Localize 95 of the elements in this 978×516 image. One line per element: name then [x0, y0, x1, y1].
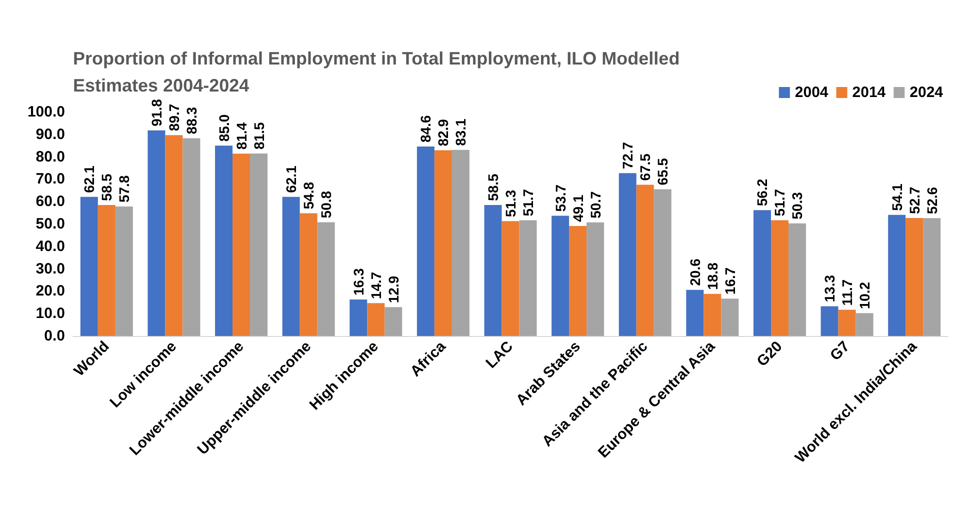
- legend-label: 2004: [794, 84, 829, 101]
- bar: [519, 220, 537, 336]
- data-label: 58.5: [98, 174, 115, 201]
- bar: [434, 150, 452, 336]
- bar: [165, 135, 183, 336]
- data-label: 57.8: [116, 175, 132, 203]
- data-label: 54.1: [888, 183, 905, 211]
- data-label: 14.7: [368, 272, 384, 300]
- y-tick-label: 80.0: [36, 148, 65, 166]
- y-tick-label: 20.0: [36, 282, 65, 300]
- bar: [770, 220, 788, 336]
- data-label: 50.3: [789, 192, 806, 220]
- data-label: 91.8: [148, 98, 164, 126]
- x-tick-label: G7: [826, 338, 854, 364]
- y-tick-label: 10.0: [36, 305, 65, 322]
- data-label: 50.7: [587, 190, 604, 218]
- data-label: 52.6: [924, 186, 940, 214]
- data-label: 54.8: [300, 182, 317, 210]
- data-label: 11.7: [839, 279, 856, 306]
- bar: [115, 206, 133, 336]
- data-label: 51.7: [772, 188, 788, 216]
- y-tick-label: 0.0: [44, 328, 65, 344]
- data-label: 81.4: [233, 122, 250, 150]
- data-label: 58.5: [485, 174, 501, 201]
- legend-label: 2014: [852, 84, 886, 101]
- bar: [820, 306, 838, 336]
- data-label: 12.9: [385, 276, 402, 304]
- bar: [282, 196, 300, 336]
- data-label: 81.5: [250, 122, 267, 150]
- bar: [838, 310, 856, 336]
- data-label: 89.7: [166, 104, 182, 132]
- bar: [654, 189, 672, 336]
- data-label: 16.3: [350, 268, 366, 296]
- bar: [384, 307, 402, 336]
- bar: [250, 153, 268, 336]
- data-label: 82.9: [435, 118, 452, 146]
- bar: [569, 226, 587, 336]
- bar: [856, 313, 874, 336]
- chart-title: Proportion of Informal Employment in Total Employment, ILO Modelled Estimates 2004-2024: [73, 48, 680, 96]
- legend-label: 2024: [910, 84, 944, 101]
- data-label: 50.8: [318, 190, 334, 218]
- bar: [148, 130, 166, 336]
- bar: [300, 213, 318, 336]
- bar: [484, 204, 502, 336]
- y-tick-label: 30.0: [36, 260, 65, 278]
- data-label: 85.0: [216, 114, 232, 142]
- y-tick-label: 70.0: [36, 170, 65, 188]
- y-tick-label: 50.0: [36, 216, 65, 232]
- bar: [923, 218, 941, 336]
- y-tick-label: 40.0: [36, 238, 65, 255]
- y-tick-label: 60.0: [36, 193, 65, 210]
- data-label: 53.7: [552, 184, 568, 212]
- data-label: 18.8: [704, 262, 720, 290]
- bar: [636, 184, 654, 336]
- data-label: 84.6: [418, 115, 434, 142]
- bar: [416, 146, 434, 336]
- data-label: 67.5: [637, 153, 654, 181]
- bar: [232, 154, 250, 336]
- y-tick-label: 100.0: [27, 104, 65, 120]
- bar: [98, 204, 116, 336]
- data-label: 56.2: [754, 178, 770, 206]
- bar: [80, 196, 98, 336]
- data-label: 49.1: [570, 194, 586, 222]
- data-label: 20.6: [686, 258, 703, 286]
- bar: [452, 150, 470, 336]
- x-tick-label: G20: [754, 338, 786, 370]
- y-tick-label: 90.0: [36, 126, 65, 143]
- data-label: 10.2: [856, 282, 873, 310]
- bar: [788, 223, 806, 336]
- bar: [215, 146, 233, 336]
- data-label: 51.3: [502, 190, 518, 218]
- bar: [753, 210, 771, 336]
- bar: [552, 216, 570, 336]
- bar: [182, 138, 200, 336]
- bar: [317, 222, 335, 336]
- data-label: 83.1: [452, 118, 469, 146]
- bar: [502, 221, 520, 336]
- data-label: 62.1: [81, 165, 98, 193]
- bar: [888, 214, 906, 336]
- bar: [350, 299, 368, 336]
- data-label: 52.7: [906, 186, 922, 214]
- data-label: 65.5: [654, 158, 671, 186]
- bar: [686, 290, 704, 336]
- data-label: 72.7: [620, 142, 636, 170]
- bar: [721, 298, 739, 336]
- data-label: 88.3: [183, 106, 200, 134]
- data-label: 16.7: [722, 267, 738, 295]
- bar: [704, 294, 722, 336]
- bar: [586, 222, 604, 336]
- data-label: 13.3: [822, 274, 838, 302]
- bar: [906, 218, 924, 336]
- data-label: 51.7: [520, 188, 536, 216]
- bar: [618, 173, 636, 336]
- bar: [367, 303, 385, 336]
- data-label: 62.1: [283, 165, 300, 193]
